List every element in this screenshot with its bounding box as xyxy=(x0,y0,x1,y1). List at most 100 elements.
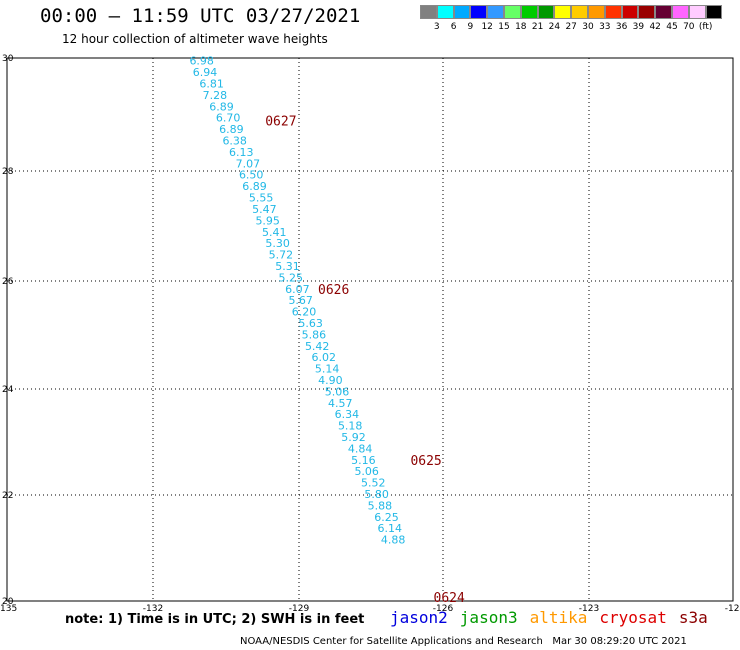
wave-height-value: 5.18 xyxy=(338,420,363,433)
colorbar-swatch xyxy=(655,5,672,19)
wave-height-value: 6.07 xyxy=(285,283,310,296)
colorbar-label: 45 xyxy=(666,22,678,32)
y-tick-label: 22 xyxy=(2,491,13,501)
time-label: 0624 xyxy=(434,591,465,606)
wave-height-value: 5.14 xyxy=(315,363,340,376)
colorbar-swatch xyxy=(503,5,521,19)
colorbar-swatch xyxy=(705,5,723,19)
colorbar-swatch xyxy=(537,5,555,19)
wave-height-value: 5.67 xyxy=(288,294,313,307)
wave-height-value: 5.42 xyxy=(305,340,330,353)
legend-altika: altika xyxy=(529,608,588,627)
wave-height-value: 5.31 xyxy=(275,260,300,273)
colorbar-swatch xyxy=(554,5,572,19)
wave-height-value: 5.06 xyxy=(354,465,379,478)
wave-height-value: 6.14 xyxy=(378,522,403,535)
wave-height-value: 6.13 xyxy=(229,146,254,159)
x-tick-label: -135 xyxy=(0,604,17,614)
colorbar-swatch xyxy=(453,5,471,19)
wave-height-value: 5.86 xyxy=(302,328,327,341)
x-tick-label: -124 xyxy=(725,604,740,614)
wave-height-value: 6.94 xyxy=(193,66,218,79)
legend-jason2: jason2 xyxy=(390,608,448,627)
wave-height-value: 5.25 xyxy=(279,271,304,284)
wave-height-value: 5.72 xyxy=(269,249,294,262)
wave-height-value: 6.81 xyxy=(199,78,224,91)
colorbar-label: 42 xyxy=(649,22,661,32)
colorbar-label: 70 xyxy=(683,22,695,32)
colorbar-swatch xyxy=(587,5,605,19)
y-tick-label: 28 xyxy=(2,167,14,177)
colorbar-swatch xyxy=(688,5,706,19)
chart-note: note: 1) Time is in UTC; 2) SWH is in fe… xyxy=(65,612,365,627)
wave-height-value: 6.98 xyxy=(189,55,214,68)
x-tick-label: -129 xyxy=(289,604,310,614)
time-label: 0627 xyxy=(265,114,296,129)
colorbar-label: 33 xyxy=(599,22,611,32)
wave-height-value: 4.57 xyxy=(328,397,353,410)
colorbar-label: 27 xyxy=(565,22,577,32)
wave-height-value: 7.07 xyxy=(236,157,261,170)
y-tick-label: 20 xyxy=(2,597,14,607)
wave-height-value: 5.88 xyxy=(368,499,393,512)
colorbar-swatch xyxy=(638,5,656,19)
colorbar-swatch xyxy=(470,5,488,19)
wave-height-value: 4.90 xyxy=(318,374,343,387)
wave-height-value: 5.47 xyxy=(252,203,277,216)
colorbar-label: 21 xyxy=(531,22,544,32)
wave-height-value: 6.20 xyxy=(292,306,317,319)
legend-jason3: jason3 xyxy=(459,608,518,627)
colorbar-swatch xyxy=(420,5,437,19)
legend-s3a: s3a xyxy=(678,608,708,627)
colorbar-label: 24 xyxy=(548,22,561,32)
wave-height-value: 6.89 xyxy=(242,180,267,193)
colorbar-swatch xyxy=(520,5,538,19)
wave-height-value: 5.63 xyxy=(298,317,323,330)
colorbar-label: 9 xyxy=(467,22,474,32)
y-tick-label: 30 xyxy=(2,54,14,64)
colorbar-swatch xyxy=(571,5,588,19)
legend-cryosat: cryosat xyxy=(599,608,667,627)
wave-height-value: 6.89 xyxy=(209,100,234,113)
satellite-legend: jason2 jason3 altika cryosat s3a xyxy=(390,608,720,627)
wave-height-value: 6.25 xyxy=(374,511,399,524)
wave-height-value: 4.88 xyxy=(381,534,406,547)
colorbar-swatch xyxy=(671,5,689,19)
colorbar-label: (ft) xyxy=(698,22,713,32)
credit-line: NOAA/NESDIS Center for Satellite Applica… xyxy=(240,636,687,647)
colorbar-label: 15 xyxy=(498,22,510,32)
chart-subtitle: 12 hour collection of altimeter wave hei… xyxy=(62,32,328,46)
wave-height-value: 6.34 xyxy=(335,408,360,421)
wave-height-value: 5.30 xyxy=(265,237,290,250)
colorbar xyxy=(420,5,723,25)
wave-height-value: 5.52 xyxy=(361,477,386,490)
colorbar-label: 39 xyxy=(632,22,645,32)
colorbar-label: 36 xyxy=(615,22,628,32)
page-title: 00:00 – 11:59 UTC 03/27/2021 xyxy=(40,5,361,27)
wave-height-value: 5.06 xyxy=(325,385,350,398)
colorbar-label: 3 xyxy=(433,22,440,32)
colorbar-swatch xyxy=(436,5,454,19)
wave-height-value: 7.28 xyxy=(203,89,228,102)
colorbar-label: 6 xyxy=(450,22,457,32)
wave-height-value: 6.02 xyxy=(312,351,337,364)
plot-frame xyxy=(6,57,734,602)
time-label: 0625 xyxy=(410,454,441,469)
time-label: 0626 xyxy=(318,283,349,298)
wave-height-value: 5.16 xyxy=(351,454,376,467)
x-tick-label: -126 xyxy=(433,604,454,614)
wave-height-value: 5.55 xyxy=(249,192,274,205)
colorbar-label: 12 xyxy=(481,22,493,32)
colorbar-swatch xyxy=(487,5,504,19)
wave-height-value: 5.92 xyxy=(341,431,366,444)
wave-height-value: 4.84 xyxy=(348,442,373,455)
y-tick-label: 26 xyxy=(2,277,14,287)
x-tick-label: -132 xyxy=(143,604,163,614)
x-tick-label: -123 xyxy=(579,604,599,614)
y-tick-label: 24 xyxy=(2,385,14,395)
colorbar-swatch xyxy=(604,5,622,19)
wave-height-value: 5.95 xyxy=(255,214,280,227)
colorbar-label: 30 xyxy=(582,22,594,32)
